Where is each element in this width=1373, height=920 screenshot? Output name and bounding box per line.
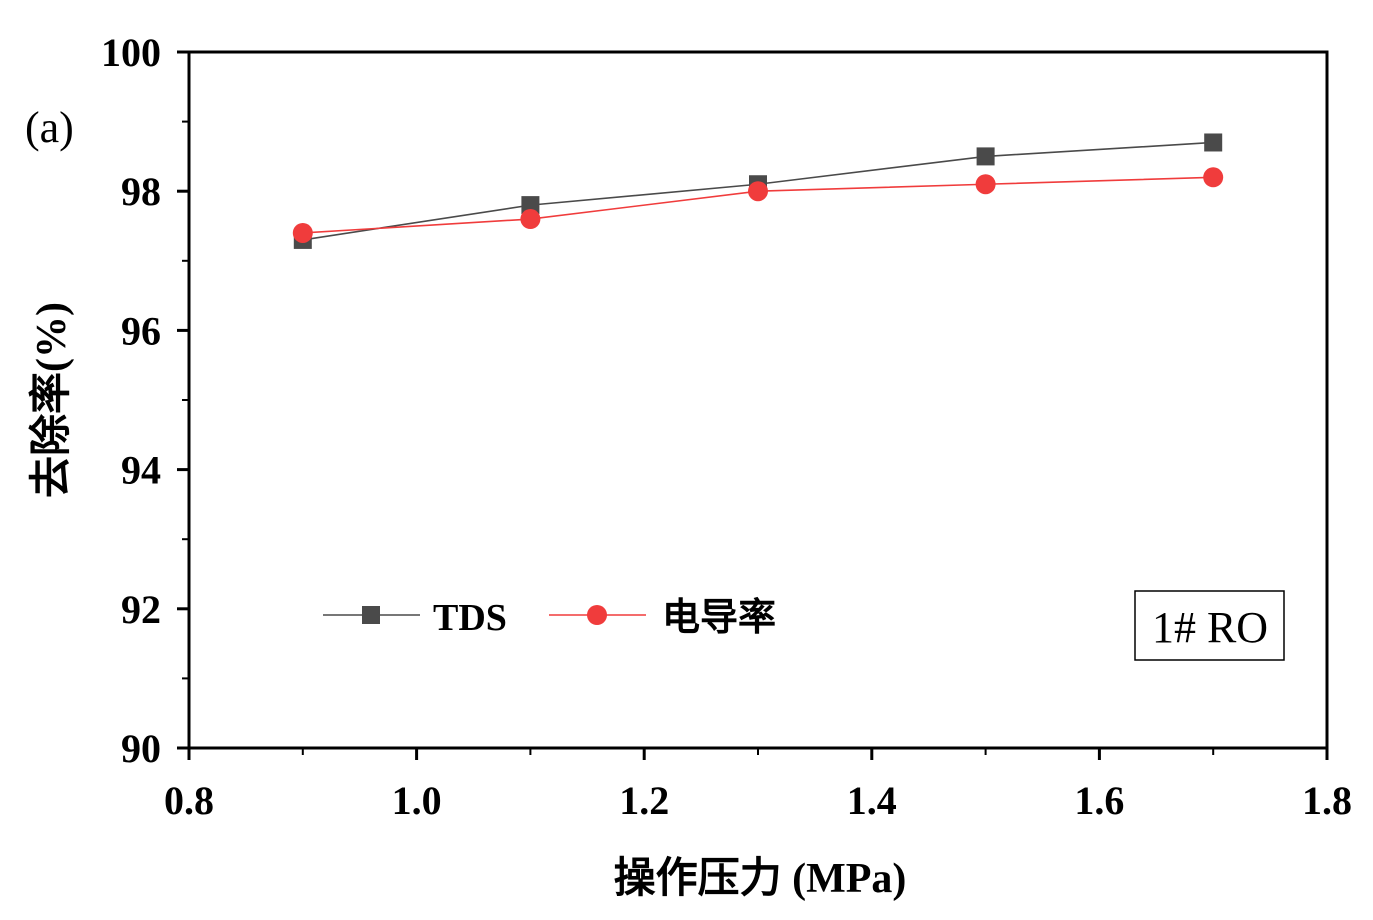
x-tick-label: 1.4 [847, 778, 897, 823]
x-axis-label: 操作压力 (MPa) [614, 855, 907, 902]
legend-marker-conductivity [587, 605, 607, 625]
legend-label-tds: TDS [433, 597, 507, 639]
x-tick-label: 1.8 [1302, 778, 1352, 823]
data-point-tds [1204, 133, 1223, 152]
x-tick-label: 1.2 [619, 778, 669, 823]
panel-label: (a) [25, 103, 74, 152]
data-point-conductivity [748, 181, 768, 202]
legend-label-conductivity: 电导率 [662, 597, 776, 639]
x-tick-label: 1.6 [1074, 778, 1124, 823]
annotation-text: 1# RO [1152, 603, 1268, 652]
x-tick-label: 0.8 [164, 778, 214, 823]
data-point-conductivity [975, 174, 996, 195]
y-tick-label: 90 [121, 726, 161, 771]
data-point-conductivity [292, 222, 313, 243]
y-tick-label: 96 [121, 308, 161, 353]
data-point-tds [521, 196, 540, 215]
y-tick-label: 92 [121, 587, 161, 632]
legend-marker-tds [362, 606, 380, 624]
x-tick-label: 1.0 [392, 778, 442, 823]
annotation-box [1134, 590, 1285, 661]
data-point-tds [976, 147, 995, 166]
y-tick-label: 98 [121, 169, 161, 214]
y-tick-label: 94 [121, 448, 161, 493]
data-point-conductivity [520, 209, 541, 230]
legend: TDS 电导率 [323, 597, 776, 639]
data-point-conductivity [1203, 167, 1224, 188]
y-tick-label: 100 [101, 30, 161, 75]
y-axis-label: 去除率(%) [28, 302, 75, 498]
